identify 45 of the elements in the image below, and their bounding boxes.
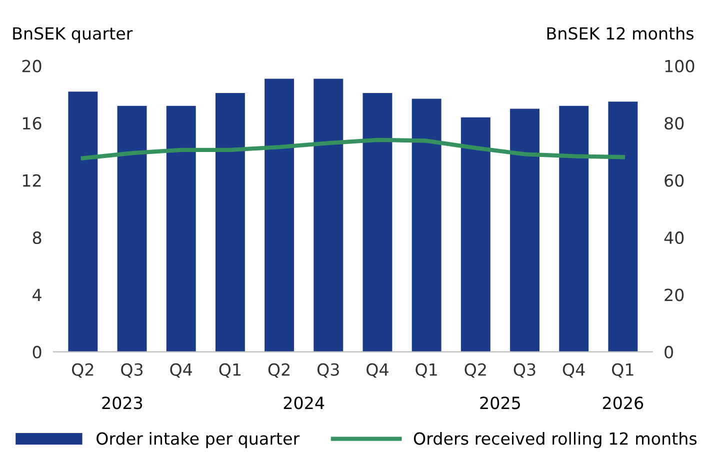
y-axis-title: BnSEK quarter xyxy=(13,27,133,43)
x-tick-label: Q3 xyxy=(317,363,339,378)
bar xyxy=(215,93,245,352)
x-tick-label: Q4 xyxy=(170,363,192,378)
y2-tick-label: 60 xyxy=(664,174,684,187)
bar xyxy=(510,108,540,352)
text: 2026 xyxy=(602,396,644,410)
bar xyxy=(559,106,589,352)
y2-tick-label: 20 xyxy=(664,288,684,302)
text: 2024 xyxy=(284,396,324,410)
y2-tick-label: 80 xyxy=(664,116,684,130)
line-series xyxy=(80,138,626,160)
bar xyxy=(264,78,294,352)
text: 2025 xyxy=(480,396,520,410)
bar xyxy=(362,93,392,352)
y-tick-label: 8 xyxy=(32,231,42,244)
y-tick-label: 0 xyxy=(32,346,42,358)
bar xyxy=(460,117,490,352)
x-tick-label: Q1 xyxy=(219,363,241,378)
bar xyxy=(608,102,638,352)
x-tick-label: Q1 xyxy=(416,363,437,378)
y-tick-label: 12 xyxy=(22,174,41,187)
text: 2023 xyxy=(102,396,142,410)
x-tick-label: Q4 xyxy=(366,363,388,378)
bar xyxy=(68,92,98,352)
y2-axis-title: BnSEK 12 months xyxy=(547,26,694,40)
x-tick-label: Q1 xyxy=(612,363,634,378)
x-tick-label: Q2 xyxy=(268,363,290,378)
legend-label: Order intake per quarter xyxy=(96,432,300,448)
legend-label: Orders received rolling 12 months xyxy=(414,432,697,448)
y2-tick-label: 40 xyxy=(664,231,684,244)
y-tick-label: 4 xyxy=(32,288,42,301)
x-tick-label: Q3 xyxy=(121,363,143,378)
x-tick-label: Q2 xyxy=(72,363,94,378)
x-tick-label: Q2 xyxy=(464,363,486,378)
x-tick-label: Q4 xyxy=(562,363,585,378)
bar xyxy=(166,106,196,352)
bar xyxy=(117,106,147,352)
y-tick-label: 16 xyxy=(22,116,42,130)
bar xyxy=(412,98,442,352)
y2-tick-label: 100 xyxy=(665,60,694,72)
x-tick-label: Q3 xyxy=(514,363,536,378)
y2-tick-label: 0 xyxy=(664,346,674,358)
y-tick-label: 20 xyxy=(22,60,42,72)
bar xyxy=(314,78,344,352)
